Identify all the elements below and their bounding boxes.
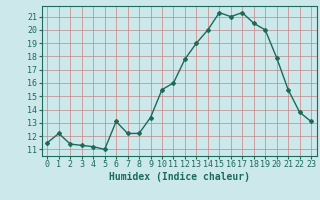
X-axis label: Humidex (Indice chaleur): Humidex (Indice chaleur) <box>109 172 250 182</box>
